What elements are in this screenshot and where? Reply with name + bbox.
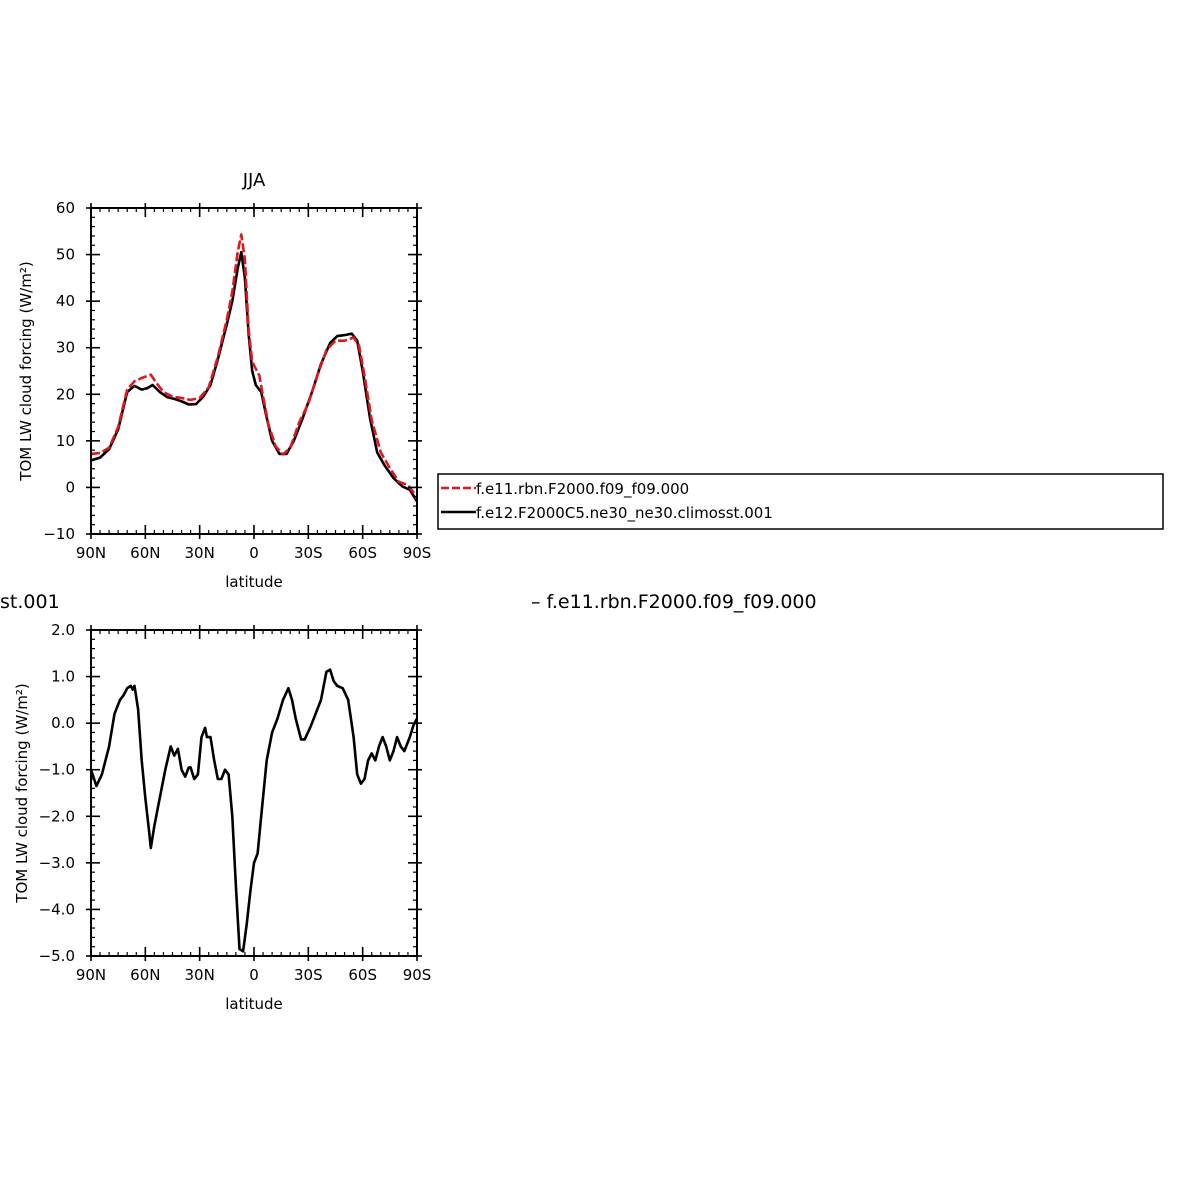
bottom-header-left: st.001 [0, 591, 60, 613]
x-tick-label: 60N [130, 966, 160, 984]
x-tick-label: 60S [348, 544, 377, 562]
x-tick-label: 30S [294, 966, 323, 984]
y-tick-label: 60 [56, 199, 75, 217]
bottom-plot: 90N 60N 30N 0 30S 60S 90S −5.0 −4.0 −3.0 −2.0 −1.0 0… [13, 621, 431, 1013]
series-line-0 [90, 233, 419, 500]
x-tick-label: 90N [76, 966, 106, 984]
x-tick-label: 60S [348, 966, 377, 984]
top-plot-title: JJA [242, 170, 266, 191]
y-tick-label: −3.0 [39, 854, 75, 872]
x-tick-label: 90N [76, 544, 106, 562]
top-plot-frame [90, 207, 418, 535]
y-tick-label: 50 [56, 246, 75, 264]
legend-label-1: f.e12.F2000C5.ne30_ne30.climosst.001 [476, 504, 773, 523]
x-tick-label: 30N [185, 966, 215, 984]
legend-box [437, 473, 1164, 530]
y-tick-label: −1.0 [39, 761, 75, 779]
y-tick-label: 0 [65, 478, 75, 496]
y-tick-label: −2.0 [39, 807, 75, 825]
bottom-plot-frame [90, 629, 418, 957]
x-tick-label: 0 [249, 544, 259, 562]
y-tick-label: −10 [43, 525, 75, 543]
top-plot: JJA 90N 60N 30N 0 30S 60S 90S−100102030405060 … [17, 170, 431, 591]
y-tick-label: −5.0 [39, 947, 75, 965]
y-tick-label: 0.0 [51, 714, 75, 732]
legend: f.e11.rbn.F2000.f09_f09.000 f.e12.F2000C… [437, 473, 1164, 530]
bottom-header-right: – f.e11.rbn.F2000.f09_f09.000 [531, 591, 817, 613]
x-tick-label: 30N [185, 544, 215, 562]
x-tick-label: 30S [294, 544, 323, 562]
x-tick-label: 90S [403, 966, 432, 984]
y-tick-label: −4.0 [39, 900, 75, 918]
top-plot-ylabel: TOM LW cloud forcing (W/m²) [17, 261, 35, 481]
y-tick-label: 40 [56, 292, 75, 310]
legend-label-0: f.e11.rbn.F2000.f09_f09.000 [476, 480, 689, 499]
bottom-plot-xlabel: latitude [225, 995, 283, 1013]
top-plot-xlabel: latitude [225, 573, 283, 591]
series-line-0 [89, 668, 419, 953]
y-tick-label: 30 [56, 339, 75, 357]
y-tick-label: 2.0 [51, 621, 75, 639]
y-tick-label: 20 [56, 385, 75, 403]
bottom-plot-ylabel: TOM LW cloud forcing (W/m²) [13, 683, 31, 903]
x-tick-label: 90S [403, 544, 432, 562]
y-tick-label: 1.0 [51, 668, 75, 686]
x-tick-label: 0 [249, 966, 259, 984]
y-tick-label: 10 [56, 432, 75, 450]
x-tick-label: 60N [130, 544, 160, 562]
series-line-1 [90, 250, 419, 503]
